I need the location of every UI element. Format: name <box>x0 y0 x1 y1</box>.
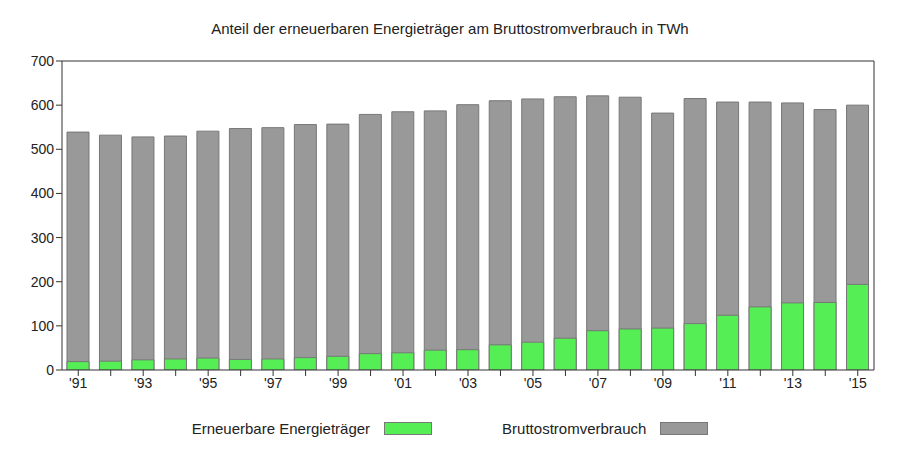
svg-text:'95: '95 <box>199 375 217 391</box>
svg-text:600: 600 <box>31 97 55 113</box>
html-text:Anteil der erneuerbaren Energi: Anteil der erneuerbaren Energieträger am… <box>211 20 689 37</box>
svg-text:'09: '09 <box>654 375 672 391</box>
svg-text:400: 400 <box>31 185 55 201</box>
svg-text:300: 300 <box>31 230 55 246</box>
svg-text:500: 500 <box>31 141 55 157</box>
html-text:Bruttostromverbrauch: Bruttostromverbrauch <box>502 420 647 437</box>
svg-text:'01: '01 <box>394 375 412 391</box>
html-text:Erneuerbare Energieträger: Erneuerbare Energieträger <box>191 420 371 437</box>
svg-text:'99: '99 <box>329 375 347 391</box>
svg-text:0: 0 <box>46 362 54 378</box>
svg-text:'07: '07 <box>589 375 607 391</box>
svg-text:'13: '13 <box>784 375 802 391</box>
svg-text:200: 200 <box>31 274 55 290</box>
svg-text:'97: '97 <box>264 375 282 391</box>
svg-text:'93: '93 <box>134 375 152 391</box>
svg-text:100: 100 <box>31 318 55 334</box>
svg-text:'15: '15 <box>849 375 867 391</box>
svg-text:'05: '05 <box>524 375 542 391</box>
svg-text:'91: '91 <box>69 375 87 391</box>
svg-text:'11: '11 <box>719 375 736 391</box>
svg-text:'03: '03 <box>459 375 477 391</box>
svg-text:700: 700 <box>31 53 55 69</box>
